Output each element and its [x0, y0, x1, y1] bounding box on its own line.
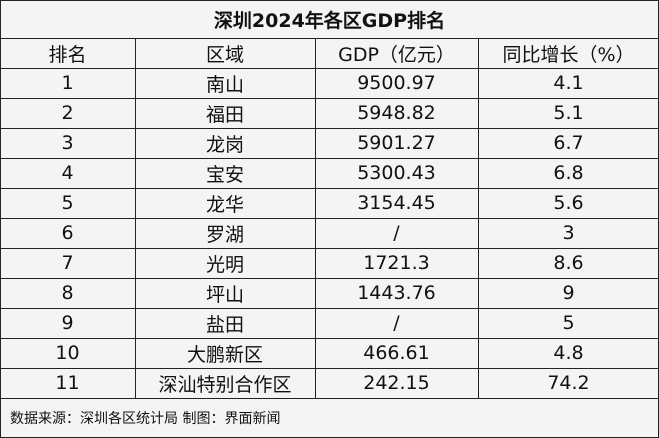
- table-cell: 8.6: [553, 252, 584, 274]
- table-cell: 3: [562, 222, 575, 244]
- table-cell: 9: [61, 312, 74, 334]
- table-cell: 4.8: [553, 342, 584, 364]
- table-cell: 大鹏新区: [186, 343, 263, 366]
- table-cell: 坪山: [205, 283, 244, 306]
- table-cell: 8: [61, 282, 74, 304]
- table-cell: 南山: [205, 73, 244, 96]
- table-cell: /: [393, 222, 400, 244]
- footer-note: 数据来源：深圳各区统计局 制图：界面新闻: [10, 411, 281, 427]
- row-border: [0, 188, 659, 189]
- table-cell: 5.1: [553, 102, 584, 124]
- row-border: [0, 68, 659, 69]
- row-border: [0, 368, 659, 369]
- row-border: [0, 248, 659, 249]
- table-cell: 4: [61, 162, 74, 184]
- col-border: [478, 38, 479, 398]
- table-cell: 1443.76: [357, 282, 436, 304]
- header-cell: 区域: [205, 43, 244, 66]
- row-border: [0, 38, 659, 39]
- table-cell: 光明: [205, 253, 244, 276]
- row-border: [0, 98, 659, 99]
- table-cell: 福田: [205, 103, 244, 126]
- table-cell: 6.7: [553, 132, 584, 154]
- table-cell: 1: [61, 72, 74, 94]
- table-cell: 7: [61, 252, 74, 274]
- table-cell: 10: [55, 342, 80, 364]
- row-border: [0, 278, 659, 279]
- table-cell: 74.2: [547, 372, 590, 394]
- table-cell: /: [393, 312, 400, 334]
- table-cell: 龙华: [205, 193, 244, 216]
- col-border: [0, 0, 1, 438]
- row-border: [0, 308, 659, 309]
- table-cell: 5: [61, 192, 74, 214]
- table-cell: 5.6: [553, 192, 584, 214]
- row-border: [0, 158, 659, 159]
- table-cell: 盐田: [205, 313, 244, 336]
- header-cell: 排名: [48, 43, 87, 66]
- table-cell: 9500.97: [357, 72, 436, 94]
- table-cell: 11: [55, 372, 80, 394]
- col-border: [135, 38, 136, 398]
- table-cell: 3154.45: [357, 192, 436, 214]
- table-cell: 466.61: [363, 342, 430, 364]
- table-cell: 2: [61, 102, 74, 124]
- table-cell: 9: [562, 282, 575, 304]
- row-border: [0, 128, 659, 129]
- table-cell: 1721.3: [363, 252, 430, 274]
- table-cell: 6: [61, 222, 74, 244]
- table-cell: 242.15: [363, 372, 430, 394]
- row-border: [0, 0, 659, 1]
- table-cell: 宝安: [205, 163, 244, 186]
- col-border: [315, 38, 316, 398]
- table-cell: 5901.27: [357, 132, 436, 154]
- table-cell: 5300.43: [357, 162, 436, 184]
- row-border: [0, 398, 659, 399]
- row-border: [0, 338, 659, 339]
- table-cell: 4.1: [553, 72, 584, 94]
- table-cell: 罗湖: [205, 223, 244, 246]
- table-cell: 5: [562, 312, 575, 334]
- table-cell: 3: [61, 132, 74, 154]
- header-cell: GDP（亿元）: [338, 43, 455, 66]
- row-border: [0, 218, 659, 219]
- table-cell: 深汕特别合作区: [158, 373, 292, 396]
- header-cell: 同比增长（%）: [502, 43, 635, 66]
- table-cell: 龙岗: [205, 133, 244, 156]
- table-cell: 6.8: [553, 162, 584, 184]
- table-cell: 5948.82: [357, 102, 436, 124]
- table-title: 深圳2024年各区GDP排名: [213, 9, 446, 32]
